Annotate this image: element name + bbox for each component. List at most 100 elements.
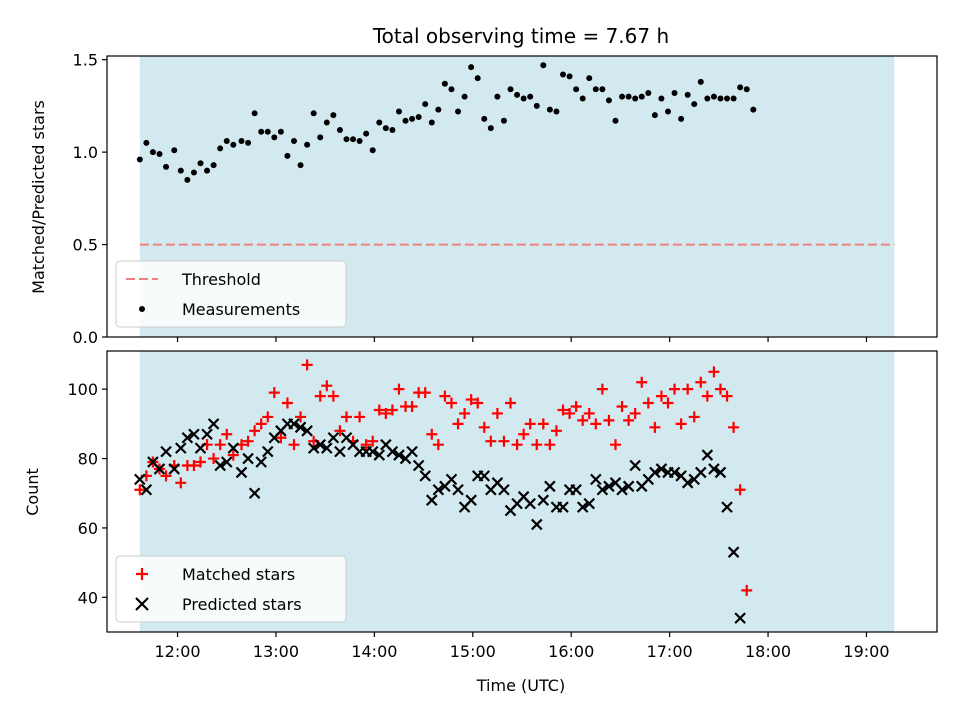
data-point bbox=[478, 470, 491, 482]
data-point bbox=[163, 163, 170, 170]
data-point bbox=[465, 494, 477, 506]
data-point bbox=[651, 112, 658, 119]
y-tick-label: 1.5 bbox=[73, 51, 98, 70]
data-point bbox=[153, 463, 166, 475]
data-point bbox=[566, 73, 573, 80]
data-point bbox=[590, 418, 602, 430]
data-point bbox=[544, 439, 556, 451]
data-point bbox=[741, 584, 753, 596]
data-point bbox=[662, 397, 674, 409]
data-point bbox=[238, 138, 245, 145]
data-point bbox=[524, 418, 536, 430]
data-point bbox=[537, 494, 550, 506]
legend-marker bbox=[135, 597, 149, 611]
x-tick-label: 19:00 bbox=[843, 642, 889, 661]
data-point bbox=[573, 86, 580, 93]
data-point bbox=[616, 401, 628, 413]
data-point bbox=[701, 449, 714, 461]
data-point bbox=[518, 428, 530, 440]
data-point bbox=[668, 466, 681, 479]
data-point bbox=[327, 431, 340, 444]
data-point bbox=[557, 404, 569, 416]
data-point bbox=[406, 401, 418, 413]
data-point bbox=[524, 497, 536, 510]
data-point bbox=[485, 435, 497, 447]
data-point bbox=[678, 115, 685, 122]
data-point bbox=[281, 397, 293, 409]
data-point bbox=[603, 480, 615, 493]
data-point bbox=[695, 466, 707, 479]
y-tick-label: 0.0 bbox=[73, 328, 98, 347]
data-point bbox=[160, 445, 172, 458]
x-axis-label: Time (UTC) bbox=[476, 676, 565, 695]
data-point bbox=[577, 414, 589, 426]
legend-box bbox=[115, 555, 347, 623]
data-point bbox=[727, 546, 740, 558]
data-point bbox=[366, 445, 379, 458]
data-point bbox=[737, 84, 744, 91]
data-point bbox=[576, 501, 589, 513]
data-point bbox=[194, 456, 206, 468]
data-point bbox=[612, 117, 619, 124]
data-point bbox=[560, 71, 567, 78]
data-point bbox=[609, 439, 621, 451]
series-predicted-stars bbox=[134, 418, 746, 624]
data-point bbox=[275, 432, 287, 444]
data-point bbox=[728, 421, 740, 433]
x-tick-label: 17:00 bbox=[647, 642, 693, 661]
data-point bbox=[619, 93, 626, 100]
x-tick-label: 13:00 bbox=[253, 642, 299, 661]
data-point bbox=[251, 110, 258, 117]
data-point bbox=[334, 425, 346, 437]
data-point bbox=[583, 407, 595, 419]
data-point bbox=[603, 414, 615, 426]
data-point bbox=[500, 117, 507, 124]
y-tick-label: 60 bbox=[78, 519, 98, 538]
data-point bbox=[734, 484, 746, 496]
data-point bbox=[227, 442, 240, 454]
legend-label: Threshold bbox=[181, 270, 261, 289]
data-point bbox=[445, 397, 457, 409]
data-point bbox=[214, 459, 226, 472]
y-tick-label: 1.0 bbox=[73, 143, 98, 162]
data-point bbox=[734, 612, 746, 624]
data-point bbox=[487, 125, 494, 132]
data-point bbox=[255, 456, 267, 468]
data-point bbox=[557, 501, 569, 513]
data-point bbox=[714, 466, 727, 479]
data-point bbox=[175, 442, 187, 454]
data-point bbox=[264, 128, 271, 135]
data-point bbox=[194, 442, 207, 454]
data-point bbox=[245, 139, 252, 146]
data-point bbox=[422, 101, 429, 108]
data-point bbox=[249, 425, 261, 437]
data-point bbox=[327, 390, 339, 402]
x-tick-label: 12:00 bbox=[154, 642, 200, 661]
data-point bbox=[290, 138, 297, 145]
data-point bbox=[143, 139, 150, 146]
data-point bbox=[181, 431, 194, 444]
data-point bbox=[220, 456, 233, 468]
top-y-axis-label: Matched/Predicted stars bbox=[29, 100, 48, 294]
axes-frame bbox=[106, 350, 938, 633]
data-point bbox=[638, 93, 645, 100]
data-point bbox=[402, 117, 409, 124]
legend: Threshold Measurements bbox=[115, 260, 347, 328]
data-point bbox=[367, 435, 379, 447]
data-point bbox=[441, 80, 448, 87]
data-point bbox=[210, 162, 217, 169]
data-point bbox=[386, 404, 398, 416]
data-point bbox=[592, 86, 599, 93]
data-point bbox=[570, 483, 582, 496]
data-point bbox=[354, 411, 366, 423]
data-point bbox=[242, 435, 254, 447]
data-point bbox=[498, 435, 510, 447]
data-point bbox=[207, 418, 220, 430]
data-point bbox=[426, 494, 438, 506]
data-point bbox=[491, 407, 503, 419]
data-point bbox=[284, 152, 291, 159]
data-point bbox=[242, 452, 254, 465]
data-point bbox=[583, 497, 596, 510]
data-point bbox=[527, 93, 534, 100]
data-point bbox=[691, 101, 698, 108]
